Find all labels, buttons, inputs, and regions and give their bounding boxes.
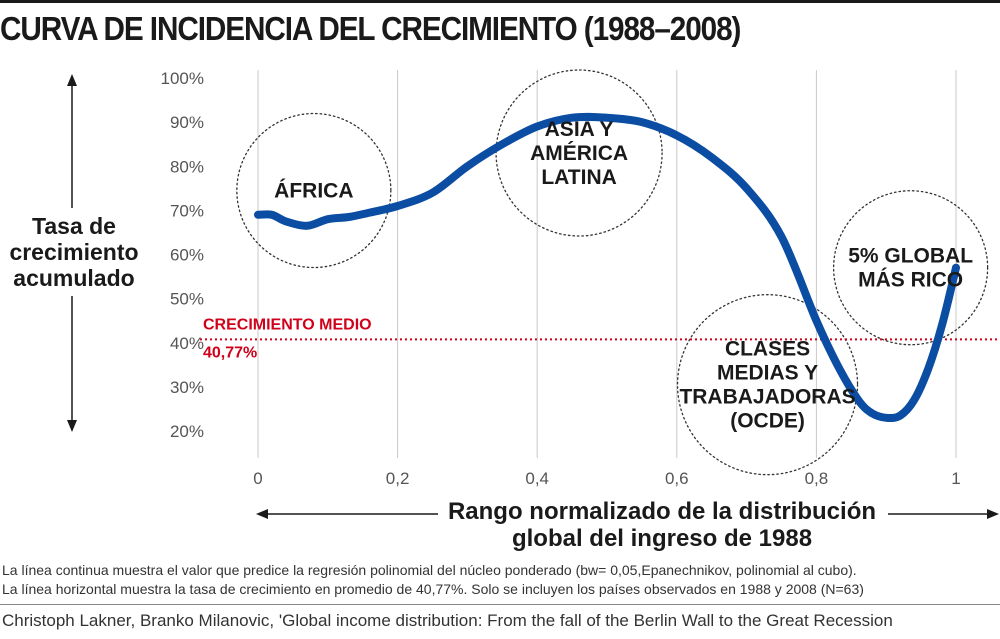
y-tick-label: 50%	[170, 290, 204, 309]
y-tick-label: 80%	[170, 157, 204, 176]
y-axis-label-line-3: acumulado	[13, 265, 134, 291]
annotation-label: (OCDE)	[730, 410, 805, 433]
average-growth-line: CRECIMIENTO MEDIO 40,77%	[200, 316, 1000, 361]
annotation-circle	[832, 190, 989, 346]
annotation-label: TRABAJADORAS	[679, 386, 855, 409]
average-line-value: 40,77%	[203, 344, 257, 361]
x-tick-label: 0,2	[386, 469, 410, 488]
y-tick-label: 100%	[161, 69, 204, 88]
x-tick-label: 0	[253, 469, 262, 488]
y-tick-label: 40%	[170, 334, 204, 353]
annotation-label: AMÉRICA	[530, 142, 628, 165]
annotation-label: MÁS RICO	[858, 269, 963, 292]
annotation-circles	[236, 69, 989, 476]
x-tick-label: 1	[951, 469, 960, 488]
annotation-label: LATINA	[541, 166, 616, 189]
x-tick-label: 0,8	[805, 469, 829, 488]
annotation-label: MEDIAS Y	[717, 362, 818, 385]
annotation-circle	[495, 69, 663, 237]
annotation-label: CLASES	[725, 338, 810, 361]
chart-notes: La línea continua muestra el valor que p…	[2, 561, 864, 599]
note-line-2: La línea horizontal muestra la tasa de c…	[2, 581, 864, 597]
y-tick-label: 90%	[170, 113, 204, 132]
note-line-1: La línea continua muestra el valor que p…	[2, 562, 857, 578]
average-line-label: CRECIMIENTO MEDIO	[203, 316, 372, 333]
growth-curve-line	[254, 112, 960, 423]
annotation-circle	[676, 294, 859, 476]
y-tick-label: 60%	[170, 246, 204, 265]
source-divider	[0, 604, 1000, 605]
x-axis-label-line-2: global del ingreso de 1988	[512, 525, 812, 552]
annotation-label: 5% GLOBAL	[848, 245, 973, 268]
x-tick-label: 0,6	[665, 469, 689, 488]
y-tick-labels: 20% 30% 40% 50% 60% 70% 80% 90% 100%	[161, 69, 204, 441]
top-rule	[0, 0, 1000, 3]
source-citation: Christoph Lakner, Branko Milanovic, 'Glo…	[2, 611, 893, 630]
annotation-label: ASIA Y	[545, 118, 614, 141]
y-axis-label-line-1: Tasa de	[32, 213, 116, 239]
y-tick-label: 70%	[170, 201, 204, 220]
y-axis-label-line-2: crecimiento	[9, 239, 138, 265]
y-tick-label: 30%	[170, 378, 204, 397]
annotation-circle	[236, 112, 392, 269]
y-tick-label: 20%	[170, 422, 204, 441]
annotation-label: ÁFRICA	[274, 180, 353, 203]
x-tick-label: 0,4	[525, 469, 549, 488]
x-tick-labels: 0 0,2 0,4 0,6 0,8 1	[253, 469, 960, 488]
chart-area: 20%30%40%50%60%70%80%90%100% 0 0,2 0,4 0,6 0…	[9, 69, 1000, 552]
x-axis-label-line-1: Rango normalizado de la distribución	[448, 498, 876, 525]
chart-title: CURVA DE INCIDENCIA DEL CRECIMIENTO (198…	[0, 10, 741, 47]
